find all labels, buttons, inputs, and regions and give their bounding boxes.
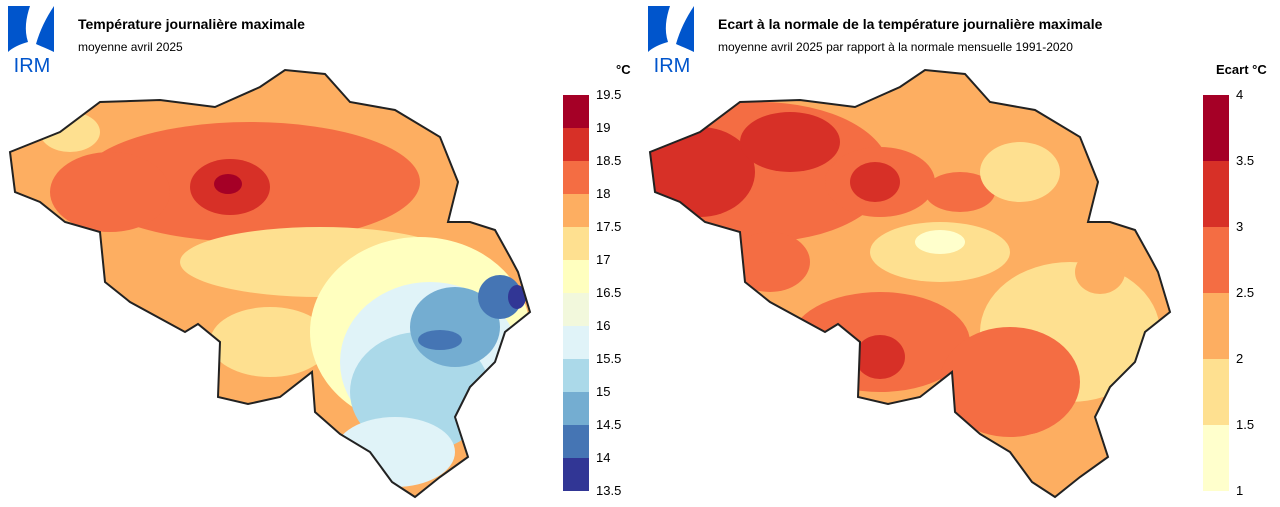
temperature-legend: °C 19.5 19 18.5 18 17.5 17 16.5 16 15.5 15 14.5 14 1… [560,58,640,503]
legend-tick-label: 17.5 [596,219,622,234]
panel-temperature-anomaly: IRM Ecart à la normale de la température… [640,0,1280,507]
legend-color-band [563,458,589,491]
anomaly-legend: Ecart °C 4 3.5 3 2.5 2 1.5 1 [1200,58,1280,503]
legend-tick-label: 19.5 [596,87,622,102]
legend-color-band [563,392,589,426]
legend-tick-label: 4 [1236,87,1244,102]
legend-tick-label: 15.5 [596,351,622,366]
legend-tick-label: 13.5 [596,483,622,498]
legend-tick-label: 16.5 [596,285,622,300]
legend-color-band [1203,425,1229,491]
irm-logo: IRM [8,6,54,74]
legend-tick-label: 2 [1236,351,1244,366]
legend-colorbar [1203,95,1229,491]
legend-tick-label: 15 [596,384,611,399]
legend-unit: Ecart °C [1216,62,1267,77]
legend-color-band [1203,161,1229,228]
legend-tick-label: 14.5 [596,417,622,432]
legend-unit: °C [616,62,631,77]
irm-logo-text: IRM [14,55,51,74]
legend-tick-label: 16 [596,318,611,333]
legend-color-band [563,260,589,294]
legend-color-band [563,95,589,129]
legend-color-band [563,194,589,228]
legend-color-band [1203,359,1229,426]
map-subtitle: moyenne avril 2025 par rapport à la norm… [718,40,1073,54]
legend-color-band [1203,293,1229,360]
legend-tick-label: 19 [596,120,611,135]
legend-color-band [563,128,589,162]
temperature-map [9,69,531,498]
legend-color-band [563,326,589,360]
map-title: Ecart à la normale de la température jou… [718,16,1103,32]
legend-tick-label: 1.5 [1236,417,1255,432]
legend-color-band [563,359,589,393]
irm-logo-text: IRM [654,55,691,74]
legend-tick-label: 18.5 [596,153,622,168]
legend-color-band [563,227,589,261]
map-title: Température journalière maximale [78,16,305,32]
legend-tick-label: 18 [596,186,611,201]
legend-colorbar [563,95,589,491]
legend-color-band [1203,227,1229,294]
legend-tick-label: 14 [596,450,611,465]
map-subtitle: moyenne avril 2025 [78,40,183,54]
legend-color-band [563,293,589,327]
panel-max-temperature: IRM Température journalière maximale moy… [8,6,640,503]
legend-color-band [563,161,589,195]
legend-tick-label: 3 [1236,219,1244,234]
anomaly-map [649,69,1171,498]
legend-tick-label: 2.5 [1236,285,1255,300]
legend-tick-label: 17 [596,252,611,267]
legend-tick-label: 1 [1236,483,1244,498]
legend-color-band [563,425,589,459]
irm-logo: IRM [648,6,694,74]
legend-color-band [1203,95,1229,162]
legend-tick-label: 3.5 [1236,153,1255,168]
